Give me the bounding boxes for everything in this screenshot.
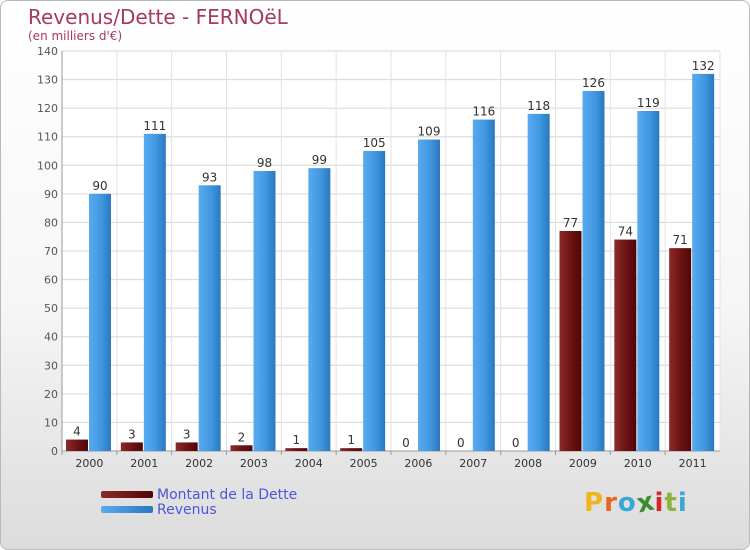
- legend: Montant de la Dette Revenus: [101, 486, 298, 518]
- bar-debt: [175, 442, 198, 451]
- chart-title: Revenus/Dette - FERNOëL: [28, 5, 288, 29]
- bar-debt: [66, 439, 88, 451]
- x-tick-label: 2003: [240, 457, 268, 470]
- y-tick-label: 40: [44, 331, 58, 344]
- data-label-debt: 1: [293, 433, 301, 447]
- legend-item-debt: Montant de la Dette: [101, 486, 298, 503]
- x-tick-label: 2008: [514, 457, 542, 470]
- bar-revenue: [143, 133, 166, 451]
- y-tick-label: 140: [37, 45, 58, 58]
- y-tick-label: 20: [44, 388, 58, 401]
- logo-letter: o: [617, 488, 637, 518]
- data-label-revenue: 118: [527, 99, 550, 113]
- bar-revenue: [89, 193, 111, 451]
- bar-revenue: [527, 113, 550, 451]
- bar-debt: [559, 231, 582, 451]
- data-label-debt: 2: [238, 430, 246, 444]
- logo-letter: r: [604, 488, 618, 518]
- y-tick-label: 30: [44, 359, 58, 372]
- data-label-debt: 77: [563, 216, 578, 230]
- bar-revenue: [472, 119, 495, 452]
- legend-swatch-debt: [101, 491, 153, 498]
- x-tick-label: 2000: [75, 457, 103, 470]
- data-label-revenue: 116: [472, 105, 495, 119]
- data-label-revenue: 90: [92, 179, 107, 193]
- data-label-revenue: 126: [582, 76, 605, 90]
- y-tick-label: 70: [44, 245, 58, 258]
- bar-revenue: [418, 139, 440, 452]
- data-label-debt: 4: [73, 425, 81, 439]
- data-label-revenue: 119: [637, 96, 660, 110]
- logo-letter: P: [584, 488, 605, 518]
- bar-debt: [230, 445, 253, 451]
- data-label-debt: 0: [457, 436, 465, 450]
- bar-revenue: [253, 171, 276, 451]
- bar-revenue: [582, 91, 605, 451]
- y-tick-label: 130: [37, 74, 58, 87]
- bar-debt: [614, 239, 637, 451]
- legend-item-revenue: Revenus: [101, 501, 297, 518]
- y-tick-label: 80: [44, 216, 58, 229]
- data-label-revenue: 105: [363, 136, 386, 150]
- data-label-debt: 0: [402, 436, 410, 450]
- bar-debt: [669, 248, 692, 451]
- bar-revenue: [198, 185, 221, 452]
- y-tick-label: 50: [44, 302, 58, 315]
- data-label-revenue: 93: [202, 170, 217, 184]
- data-label-debt: 71: [673, 233, 688, 247]
- logo-letter: t: [664, 488, 678, 518]
- x-tick-label: 2004: [295, 457, 323, 470]
- bar-revenue: [692, 73, 715, 451]
- bar-debt: [120, 442, 143, 451]
- data-label-revenue: 98: [257, 156, 272, 170]
- x-tick-label: 2002: [185, 457, 213, 470]
- x-tick-label: 2009: [569, 457, 597, 470]
- legend-swatch-revenue: [101, 506, 153, 513]
- proxiti-logo: Proxiti: [584, 486, 688, 519]
- y-tick-label: 110: [37, 131, 58, 144]
- y-tick-label: 0: [51, 445, 58, 458]
- bar-debt: [340, 448, 363, 451]
- x-tick-label: 2005: [350, 457, 378, 470]
- bar-revenue: [363, 151, 386, 451]
- data-label-revenue: 99: [312, 153, 327, 167]
- data-label-debt: 0: [512, 436, 520, 450]
- data-label-debt: 74: [618, 225, 633, 239]
- bar-debt: [285, 448, 308, 451]
- bar-revenue: [308, 168, 331, 451]
- data-label-revenue: 109: [418, 125, 441, 139]
- logo-letter: i: [654, 488, 665, 518]
- y-tick-label: 120: [37, 102, 58, 115]
- data-label-debt: 3: [128, 427, 136, 441]
- y-tick-label: 60: [44, 274, 58, 287]
- x-tick-label: 2007: [459, 457, 487, 470]
- x-tick-label: 2001: [130, 457, 158, 470]
- bar-revenue: [637, 111, 660, 451]
- data-label-debt: 3: [183, 427, 191, 441]
- x-tick-label: 2006: [404, 457, 432, 470]
- x-tick-label: 2010: [624, 457, 652, 470]
- y-tick-label: 10: [44, 416, 58, 429]
- data-label-debt: 1: [347, 433, 355, 447]
- y-tick-label: 90: [44, 188, 58, 201]
- logo-letter: i: [677, 488, 688, 518]
- data-label-revenue: 111: [143, 119, 166, 133]
- x-tick-label: 2011: [679, 457, 707, 470]
- legend-label-revenue: Revenus: [157, 501, 217, 518]
- legend-label-debt: Montant de la Dette: [157, 486, 298, 503]
- y-tick-label: 100: [37, 159, 58, 172]
- data-label-revenue: 132: [692, 59, 715, 73]
- chart-subtitle: (en milliers d'€): [28, 29, 123, 43]
